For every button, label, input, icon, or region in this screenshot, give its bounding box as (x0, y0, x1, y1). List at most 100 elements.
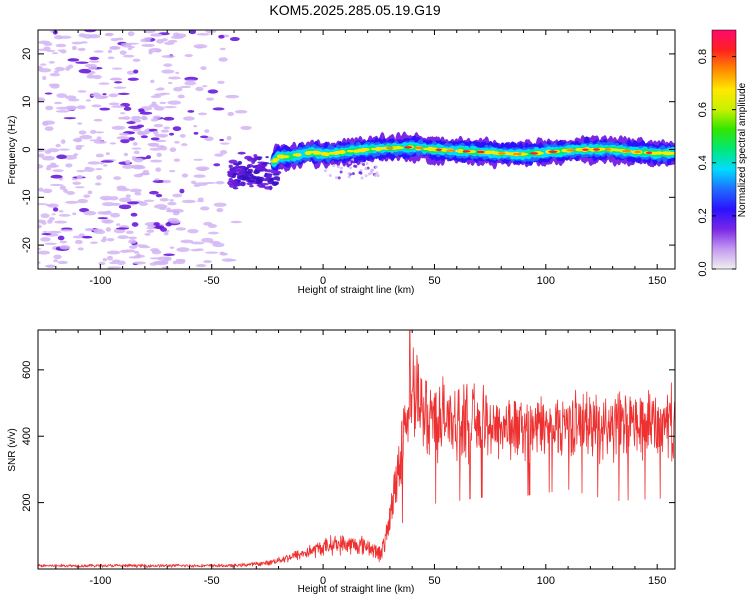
noise-blob (156, 39, 164, 44)
noise-blob (42, 120, 56, 125)
ridge-band (655, 151, 663, 155)
transition-blob (269, 177, 274, 182)
snr-y-tick-label: 600 (21, 361, 33, 379)
noise-blob (197, 112, 208, 116)
noise-blob (113, 86, 127, 89)
noise-blob (53, 254, 62, 260)
transition-blob (244, 170, 252, 175)
noise-blob (153, 204, 168, 209)
ridge-drip (360, 176, 364, 180)
noise-blob (173, 158, 181, 162)
snr-series-line (38, 330, 675, 568)
noise-blob (196, 200, 205, 203)
spectrogram-x-axis-label: Height of straight line (km) (298, 285, 415, 296)
transition-blob (258, 180, 263, 184)
noise-blob (131, 147, 142, 150)
noise-blob (99, 95, 109, 99)
noise-blob (193, 184, 201, 187)
noise-blob (133, 69, 139, 74)
ridge-drip (371, 168, 375, 172)
ridge-drip (351, 172, 355, 176)
noise-blob (65, 95, 77, 100)
noise-blob (141, 115, 148, 121)
noise-blob (179, 134, 186, 138)
noise-blob (59, 35, 72, 39)
noise-blob (123, 106, 132, 111)
ridge-drip (375, 171, 379, 175)
ridge-drip (373, 174, 377, 178)
noise-blob (159, 135, 167, 138)
noise-blob (128, 239, 137, 244)
spectrogram-y-tick-label: 20 (21, 48, 33, 60)
noise-blob (118, 204, 132, 210)
noise-blob (150, 137, 160, 141)
noise-blob (76, 174, 83, 180)
noise-blob (159, 197, 169, 202)
noise-blob (38, 164, 44, 169)
noise-blob (50, 84, 60, 89)
noise-blob (153, 130, 159, 135)
noise-blob (56, 93, 68, 99)
noise-blob (218, 57, 228, 62)
noise-blob (88, 60, 100, 63)
noise-blob (38, 147, 46, 153)
ridge-band (282, 155, 290, 159)
noise-blob (175, 71, 180, 74)
noise-blob (141, 43, 155, 47)
noise-blob (41, 221, 47, 225)
transition-blob (255, 165, 262, 170)
noise-blob (54, 220, 68, 224)
noise-blob (237, 151, 246, 155)
noise-blob (72, 212, 77, 216)
noise-blob (193, 124, 198, 128)
noise-blob (77, 122, 83, 125)
noise-blob (177, 94, 185, 99)
ridge-drip (364, 174, 368, 178)
noise-blob (90, 129, 97, 134)
noise-blob (163, 126, 171, 130)
noise-blob (63, 188, 69, 193)
noise-blob (169, 147, 177, 153)
noise-blob (53, 101, 63, 105)
noise-blob (126, 70, 136, 75)
noise-blob (49, 165, 57, 168)
noise-blob (127, 47, 132, 51)
ridge-drip (349, 166, 353, 170)
noise-blob (38, 48, 47, 51)
noise-blob (199, 206, 210, 211)
noise-blob (230, 220, 242, 224)
noise-blob (122, 54, 135, 58)
noise-blob (161, 266, 170, 269)
noise-blob (127, 77, 139, 81)
noise-blob (38, 153, 45, 158)
ridge-drip (374, 165, 378, 169)
ridge-drip (358, 171, 362, 175)
ridge-peak (621, 149, 632, 153)
snr-x-axis-label: Height of straight line (km) (298, 584, 415, 595)
noise-blob (214, 153, 224, 157)
snr-x-tick-label: 100 (537, 575, 555, 587)
noise-blob (57, 260, 69, 265)
noise-blob (176, 247, 190, 253)
noise-blob (59, 245, 71, 250)
ridge-peak (414, 146, 424, 150)
ridge-band (314, 151, 322, 155)
transition-blob (250, 158, 259, 161)
noise-blob (163, 253, 175, 256)
noise-blob (187, 109, 195, 113)
transition-blob (273, 181, 280, 185)
noise-blob (132, 141, 138, 146)
noise-blob (149, 147, 163, 151)
chart-title: KOM5.2025.285.05.19.G19 (269, 2, 440, 18)
noise-blob (149, 190, 159, 195)
noise-blob (84, 167, 95, 172)
noise-blob (111, 125, 126, 130)
noise-blob (196, 46, 203, 49)
noise-blob (45, 166, 52, 171)
noise-blob (134, 191, 142, 196)
noise-blob (125, 159, 131, 165)
colorbar-label: Normalized spectral amplitude (737, 82, 748, 217)
noise-blob (113, 176, 122, 180)
noise-blob (57, 235, 65, 241)
noise-blob (93, 140, 107, 144)
